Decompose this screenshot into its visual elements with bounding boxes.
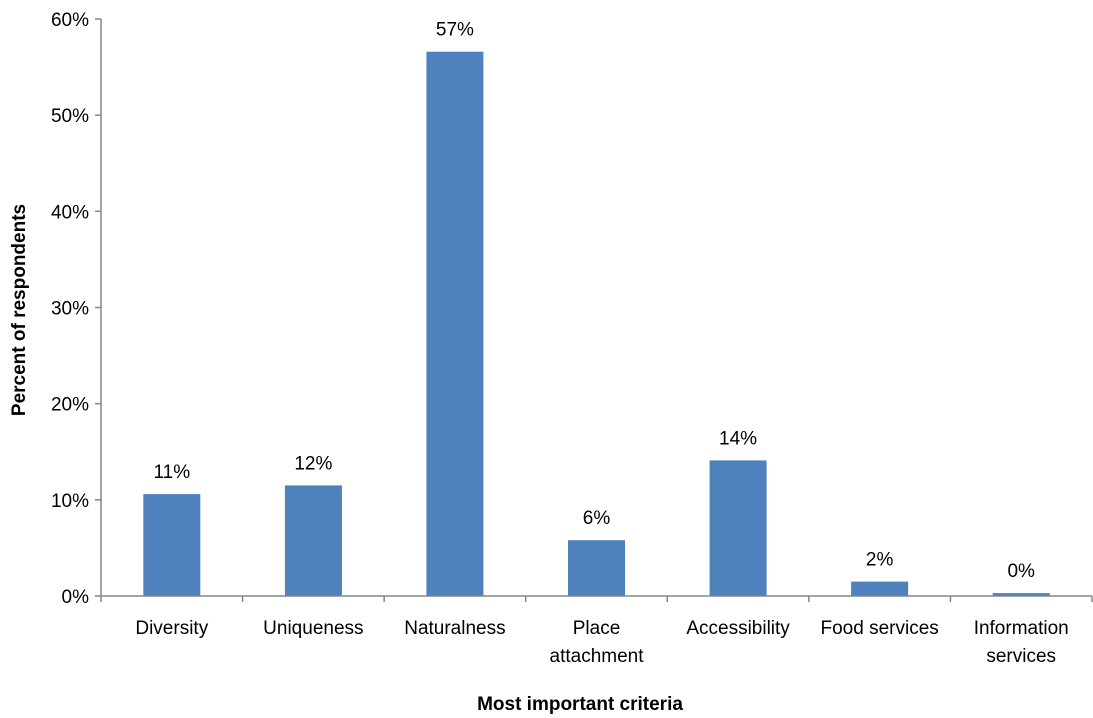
bars-layer xyxy=(143,51,1050,596)
y-tick-label-4: 40% xyxy=(51,202,89,223)
x-categories-layer: Diversity Uniqueness Naturalness Place attac… xyxy=(100,596,1093,667)
x-category-label-6: Information services xyxy=(974,618,1069,667)
bar-6 xyxy=(992,593,1050,596)
bar-5 xyxy=(851,581,909,596)
data-label-5: 2% xyxy=(866,550,894,571)
y-axis-title: Percent of respondents xyxy=(9,204,30,416)
data-label-6: 0% xyxy=(1007,561,1035,582)
data-label-2: 57% xyxy=(436,20,474,41)
bar-4 xyxy=(709,460,767,596)
y-tick-label-3: 30% xyxy=(51,299,89,320)
x-category-label-0: Diversity xyxy=(135,618,208,639)
x-category-label-2: Naturalness xyxy=(404,618,505,639)
data-labels-layer: 11% 12% 57% 6% 14% 2% 0% xyxy=(153,20,1035,582)
x-category-label-3: Place attachment xyxy=(550,618,645,667)
y-tick-label-2: 20% xyxy=(51,395,89,416)
y-tick-label-1: 10% xyxy=(51,491,89,512)
data-label-3: 6% xyxy=(583,508,611,529)
y-ticks-layer: 0% 10% 20% 30% 40% 50% 60% xyxy=(51,10,101,608)
y-tick-label-5: 50% xyxy=(51,106,89,127)
data-label-0: 11% xyxy=(153,462,190,483)
bar-0 xyxy=(143,494,201,596)
data-label-4: 14% xyxy=(719,428,757,449)
y-tick-label-0: 0% xyxy=(62,587,90,608)
x-category-label-4: Accessibility xyxy=(686,618,790,639)
y-tick-label-6: 60% xyxy=(51,10,89,31)
data-label-1: 12% xyxy=(294,453,332,474)
bar-3 xyxy=(568,540,625,596)
bar-2 xyxy=(426,51,484,596)
x-axis-title: Most important criteria xyxy=(477,694,683,715)
x-category-label-1: Uniqueness xyxy=(263,618,363,639)
bar-1 xyxy=(284,485,342,596)
x-category-label-5: Food services xyxy=(821,618,939,639)
